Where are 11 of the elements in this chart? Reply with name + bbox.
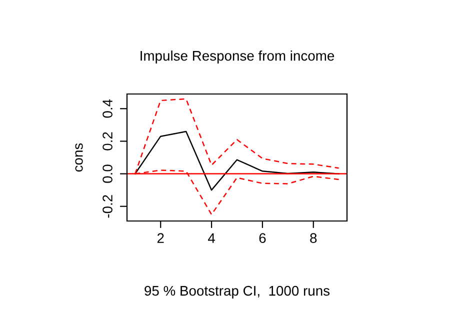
y-axis-title: cons (75, 143, 83, 172)
y-tick-label: 0.4 (102, 99, 112, 118)
y-tick-label: 0.2 (102, 132, 112, 150)
x-tick-label: 8 (310, 233, 317, 244)
y-tick-label: 0.0 (102, 164, 112, 183)
x-tick-label: 4 (208, 233, 215, 243)
text: 95 % Bootstrap CI, 1000 runs (144, 286, 330, 298)
y-tick-label: -0.2 (102, 195, 112, 218)
chart-title: Impulse Response from income (140, 50, 334, 64)
x-tick-label: 6 (259, 233, 266, 244)
x-tick-label: 2 (157, 233, 164, 243)
